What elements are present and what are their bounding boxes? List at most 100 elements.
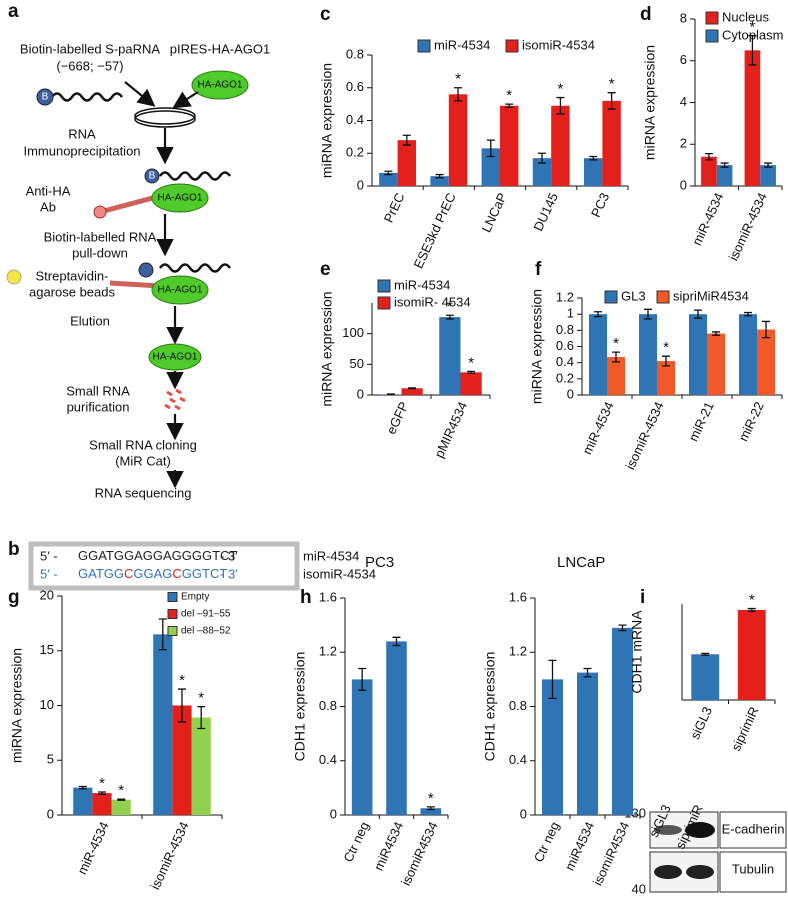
bar <box>589 314 607 395</box>
y-tick-label: 100 <box>342 325 364 340</box>
significance: * <box>198 690 204 707</box>
error-bar <box>701 652 710 656</box>
y-tick-label: 6 <box>680 52 687 67</box>
error-bar <box>537 152 546 164</box>
error-bar <box>744 311 752 317</box>
protein <box>151 275 209 305</box>
band <box>654 865 682 879</box>
bar <box>92 793 112 815</box>
error-bar <box>78 785 87 790</box>
bar <box>172 705 192 815</box>
error-bar <box>694 309 702 319</box>
bar <box>739 314 757 395</box>
bar <box>153 634 173 815</box>
rna <box>158 171 232 181</box>
x-tick-label: LNCaP <box>479 190 510 234</box>
step-label: Immunoprecipitation <box>23 143 140 158</box>
sequence: GGATGGAGGAGGGGTCT <box>78 548 237 563</box>
x-tick-label: miR-4534 <box>689 190 726 247</box>
dish <box>134 110 196 128</box>
y-tick-label: 0.8 <box>346 46 364 61</box>
error-bar <box>505 103 514 109</box>
x-tick-label: miR-4534 <box>579 399 616 456</box>
step-label: Ab <box>40 199 56 214</box>
bar <box>481 148 500 186</box>
bar <box>760 165 776 186</box>
step-label: Streptavidin- <box>36 268 109 283</box>
legend-label: miR-4534 <box>434 37 490 52</box>
legend-label: Cytoplasm <box>722 27 783 42</box>
y-tick-label: 0.2 <box>346 145 364 160</box>
bar <box>701 156 717 186</box>
y-axis-label: CDH1 expression <box>292 652 308 762</box>
y-tick-label: 1.6 <box>509 589 527 604</box>
significance: * <box>506 87 512 104</box>
significance: * <box>468 354 474 371</box>
bar <box>691 654 720 700</box>
error-bar <box>662 355 670 367</box>
step-label: (−668; −57) <box>56 58 123 73</box>
protein-name: Tubulin <box>732 861 774 876</box>
y-tick-label: 0 <box>680 177 687 192</box>
bar <box>757 329 775 395</box>
protein-label: HA-AGO1 <box>157 193 202 204</box>
bar <box>420 808 442 815</box>
rna <box>50 92 124 102</box>
chart-title: PC3 <box>365 554 394 571</box>
significance: * <box>455 71 461 88</box>
error-bar <box>704 152 713 161</box>
error-bar <box>445 314 454 320</box>
error-bar <box>594 311 602 318</box>
error-bar <box>548 659 557 700</box>
bar <box>551 105 570 186</box>
legend-label: Nucleus <box>722 9 769 24</box>
x-tick-label: isomiR-4534 <box>147 819 191 891</box>
legend-label: isomiR-4534 <box>522 37 595 52</box>
protein <box>151 183 209 213</box>
y-tick-label: 15 <box>40 642 54 657</box>
significance: * <box>663 339 669 356</box>
error-bar <box>197 705 206 730</box>
significance: * <box>749 19 755 36</box>
panel-label: e <box>320 259 331 280</box>
step-label: Elution <box>70 313 110 328</box>
significance: * <box>118 782 124 799</box>
error-bar <box>358 667 367 691</box>
antibody <box>109 280 161 289</box>
legend-label: miR-4534 <box>394 277 450 292</box>
step-label: Biotin-labelled RNA <box>44 229 157 244</box>
legend-swatch <box>377 296 391 310</box>
error-bar <box>392 636 401 647</box>
y-tick-label: 1.2 <box>556 289 574 304</box>
bar <box>602 100 621 186</box>
step-label: (MiR Cat) <box>115 453 171 468</box>
error-bar <box>556 96 565 115</box>
y-tick-label: 1.2 <box>319 644 337 659</box>
y-tick-label: 0 <box>330 806 337 821</box>
step-label: RNA sequencing <box>95 485 192 500</box>
protein <box>191 70 249 100</box>
sequence: GATGGCGGAGCGGTCT <box>78 566 227 581</box>
legend-swatch <box>705 11 719 25</box>
chart-title: LNCaP <box>557 554 605 571</box>
band <box>685 822 715 838</box>
y-tick-label: 10 <box>40 697 54 712</box>
sequence-name: miR-4534 <box>303 548 359 563</box>
x-tick-label: siprimiR <box>728 704 761 753</box>
y-axis-label: miRNA expression <box>319 63 335 178</box>
error-bar <box>720 162 729 168</box>
x-tick-label: isomiR4534 <box>590 819 633 888</box>
y-tick-label: 0 <box>520 806 527 821</box>
step-label: purification <box>67 399 130 414</box>
label-cell <box>719 851 787 893</box>
significance: * <box>557 81 563 98</box>
error-bar <box>117 798 126 801</box>
small-rna <box>164 388 186 411</box>
x-tick-label: miR4534 <box>371 819 407 872</box>
panel-label: c <box>320 4 331 25</box>
size-marker: 40 <box>632 881 646 896</box>
error-bar <box>618 624 627 632</box>
y-tick-label: 0 <box>567 386 574 401</box>
y-tick-label: 0.2 <box>556 370 574 385</box>
